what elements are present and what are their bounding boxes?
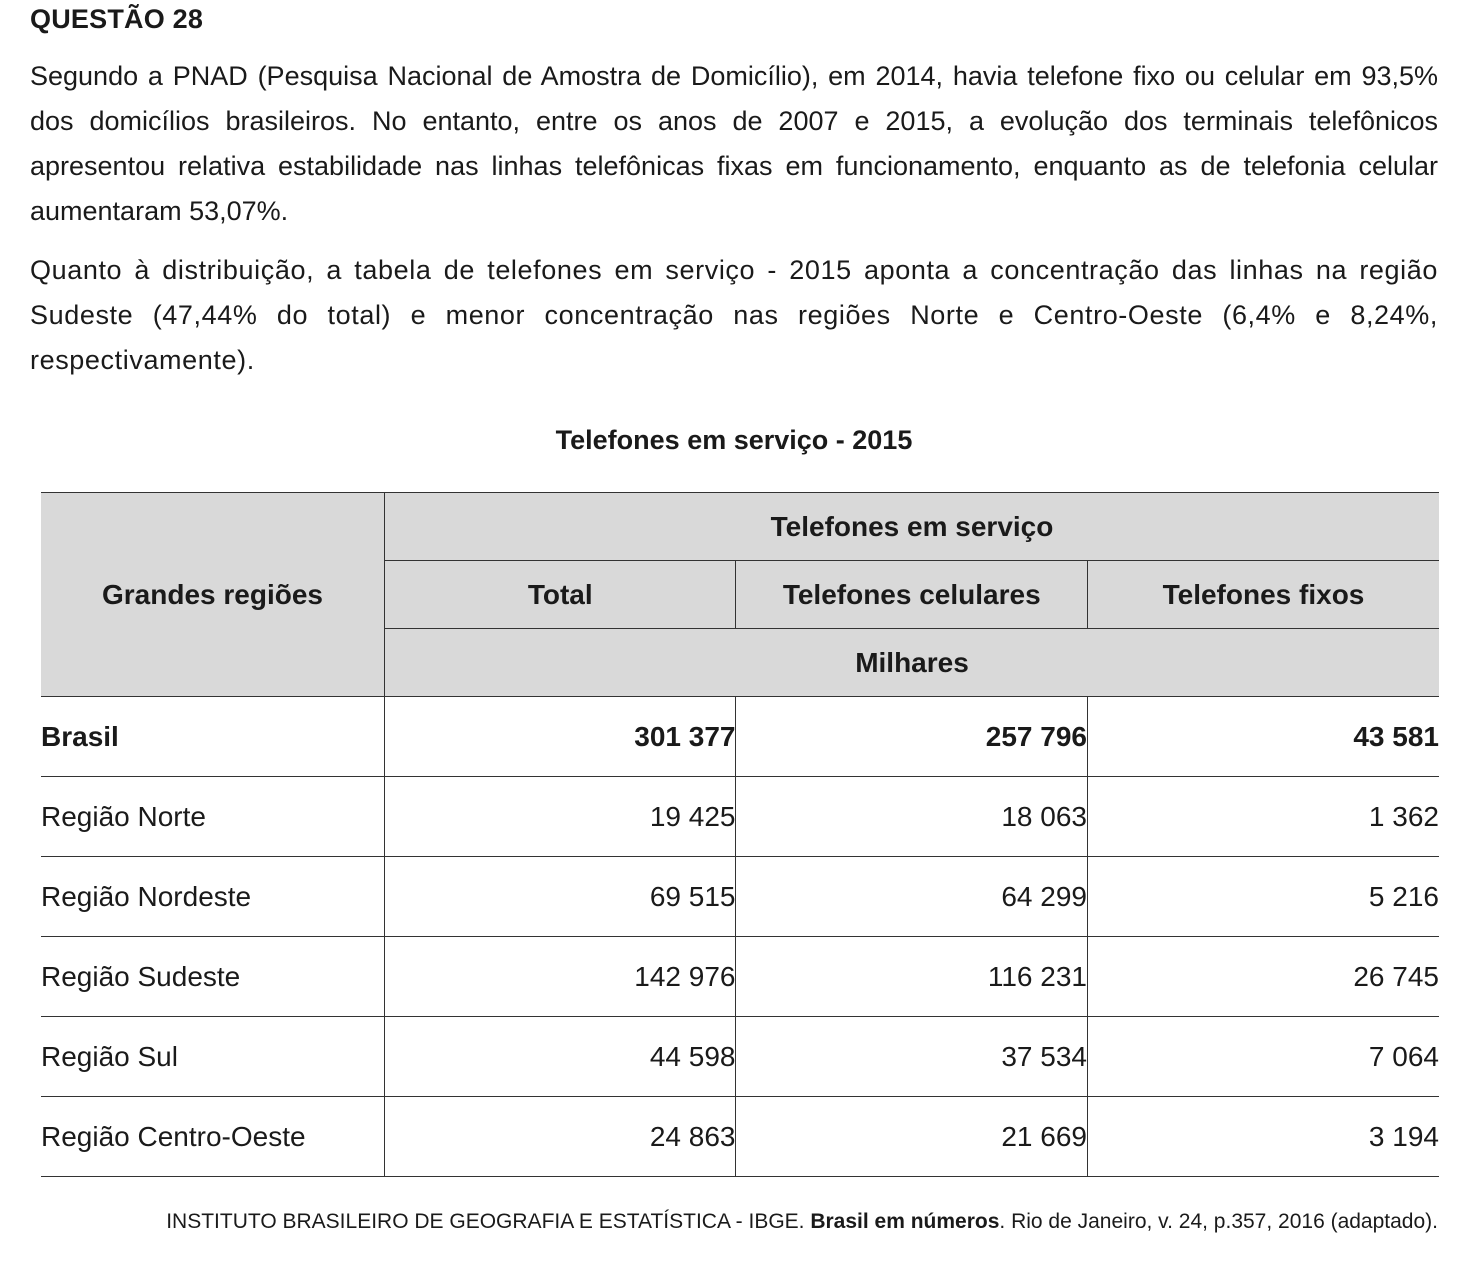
fixed-phones-cell: 3 194 [1086, 1096, 1439, 1177]
table-row: Região Centro-Oeste 24 863 21 669 3 194 [41, 1096, 1439, 1177]
cell-phones-cell: 21 669 [735, 1096, 1088, 1177]
question-page: QUESTÃO 28 Segundo a PNAD (Pesquisa Naci… [30, 0, 1438, 457]
total-cell: 44 598 [383, 1016, 737, 1097]
total-cell: 24 863 [383, 1096, 737, 1177]
cell-phones-cell: 37 534 [735, 1016, 1088, 1097]
cell-phones-cell: 257 796 [735, 696, 1088, 777]
total-cell: 19 425 [383, 776, 737, 857]
fixed-phones-cell: 43 581 [1086, 696, 1439, 777]
question-paragraph-2: Quanto à distribuição, a tabela de telef… [30, 255, 1438, 375]
question-paragraph-1: Segundo a PNAD (Pesquisa Nacional de Amo… [30, 61, 1438, 226]
region-cell: Região Sudeste [41, 936, 385, 1017]
header-regions: Grandes regiões [41, 492, 385, 697]
region-cell: Região Norte [41, 776, 385, 857]
cell-phones-cell: 64 299 [735, 856, 1088, 937]
fixed-phones-cell: 5 216 [1086, 856, 1439, 937]
source-work-title: Brasil em números [810, 1210, 1000, 1233]
header-fixed: Telefones fixos [1086, 560, 1439, 629]
region-cell: Região Centro-Oeste [41, 1096, 385, 1177]
header-group: Telefones em serviço [383, 492, 1439, 561]
source-suffix: . Rio de Janeiro, v. 24, p.357, 2016 (ad… [999, 1210, 1438, 1233]
region-cell: Região Nordeste [41, 856, 385, 937]
table-row: Região Norte 19 425 18 063 1 362 [41, 776, 1439, 857]
header-cell: Telefones celulares [735, 560, 1088, 629]
question-title: QUESTÃO 28 [30, 4, 204, 34]
fixed-phones-cell: 1 362 [1086, 776, 1439, 857]
total-cell: 142 976 [383, 936, 737, 1017]
header-unit: Milhares [384, 628, 1439, 697]
table-row: Brasil 301 377 257 796 43 581 [41, 696, 1439, 777]
table-row: Região Sudeste 142 976 116 231 26 745 [41, 936, 1439, 1017]
cell-phones-cell: 116 231 [735, 936, 1088, 1017]
source-prefix: INSTITUTO BRASILEIRO DE GEOGRAFIA E ESTA… [166, 1210, 811, 1233]
table-row: Região Nordeste 69 515 64 299 5 216 [41, 856, 1439, 937]
table-row: Região Sul 44 598 37 534 7 064 [41, 1016, 1439, 1097]
source-citation: INSTITUTO BRASILEIRO DE GEOGRAFIA E ESTA… [166, 1208, 1438, 1236]
phones-table: Grandes regiões Telefones em serviço Tot… [41, 492, 1439, 1177]
cell-phones-cell: 18 063 [735, 776, 1088, 857]
region-cell: Brasil [41, 696, 385, 777]
region-cell: Região Sul [41, 1016, 385, 1097]
header-total: Total [384, 560, 737, 629]
table-title: Telefones em serviço - 2015 [555, 425, 913, 455]
fixed-phones-cell: 26 745 [1086, 936, 1439, 1017]
total-cell: 69 515 [383, 856, 737, 937]
fixed-phones-cell: 7 064 [1086, 1016, 1439, 1097]
total-cell: 301 377 [383, 696, 737, 777]
